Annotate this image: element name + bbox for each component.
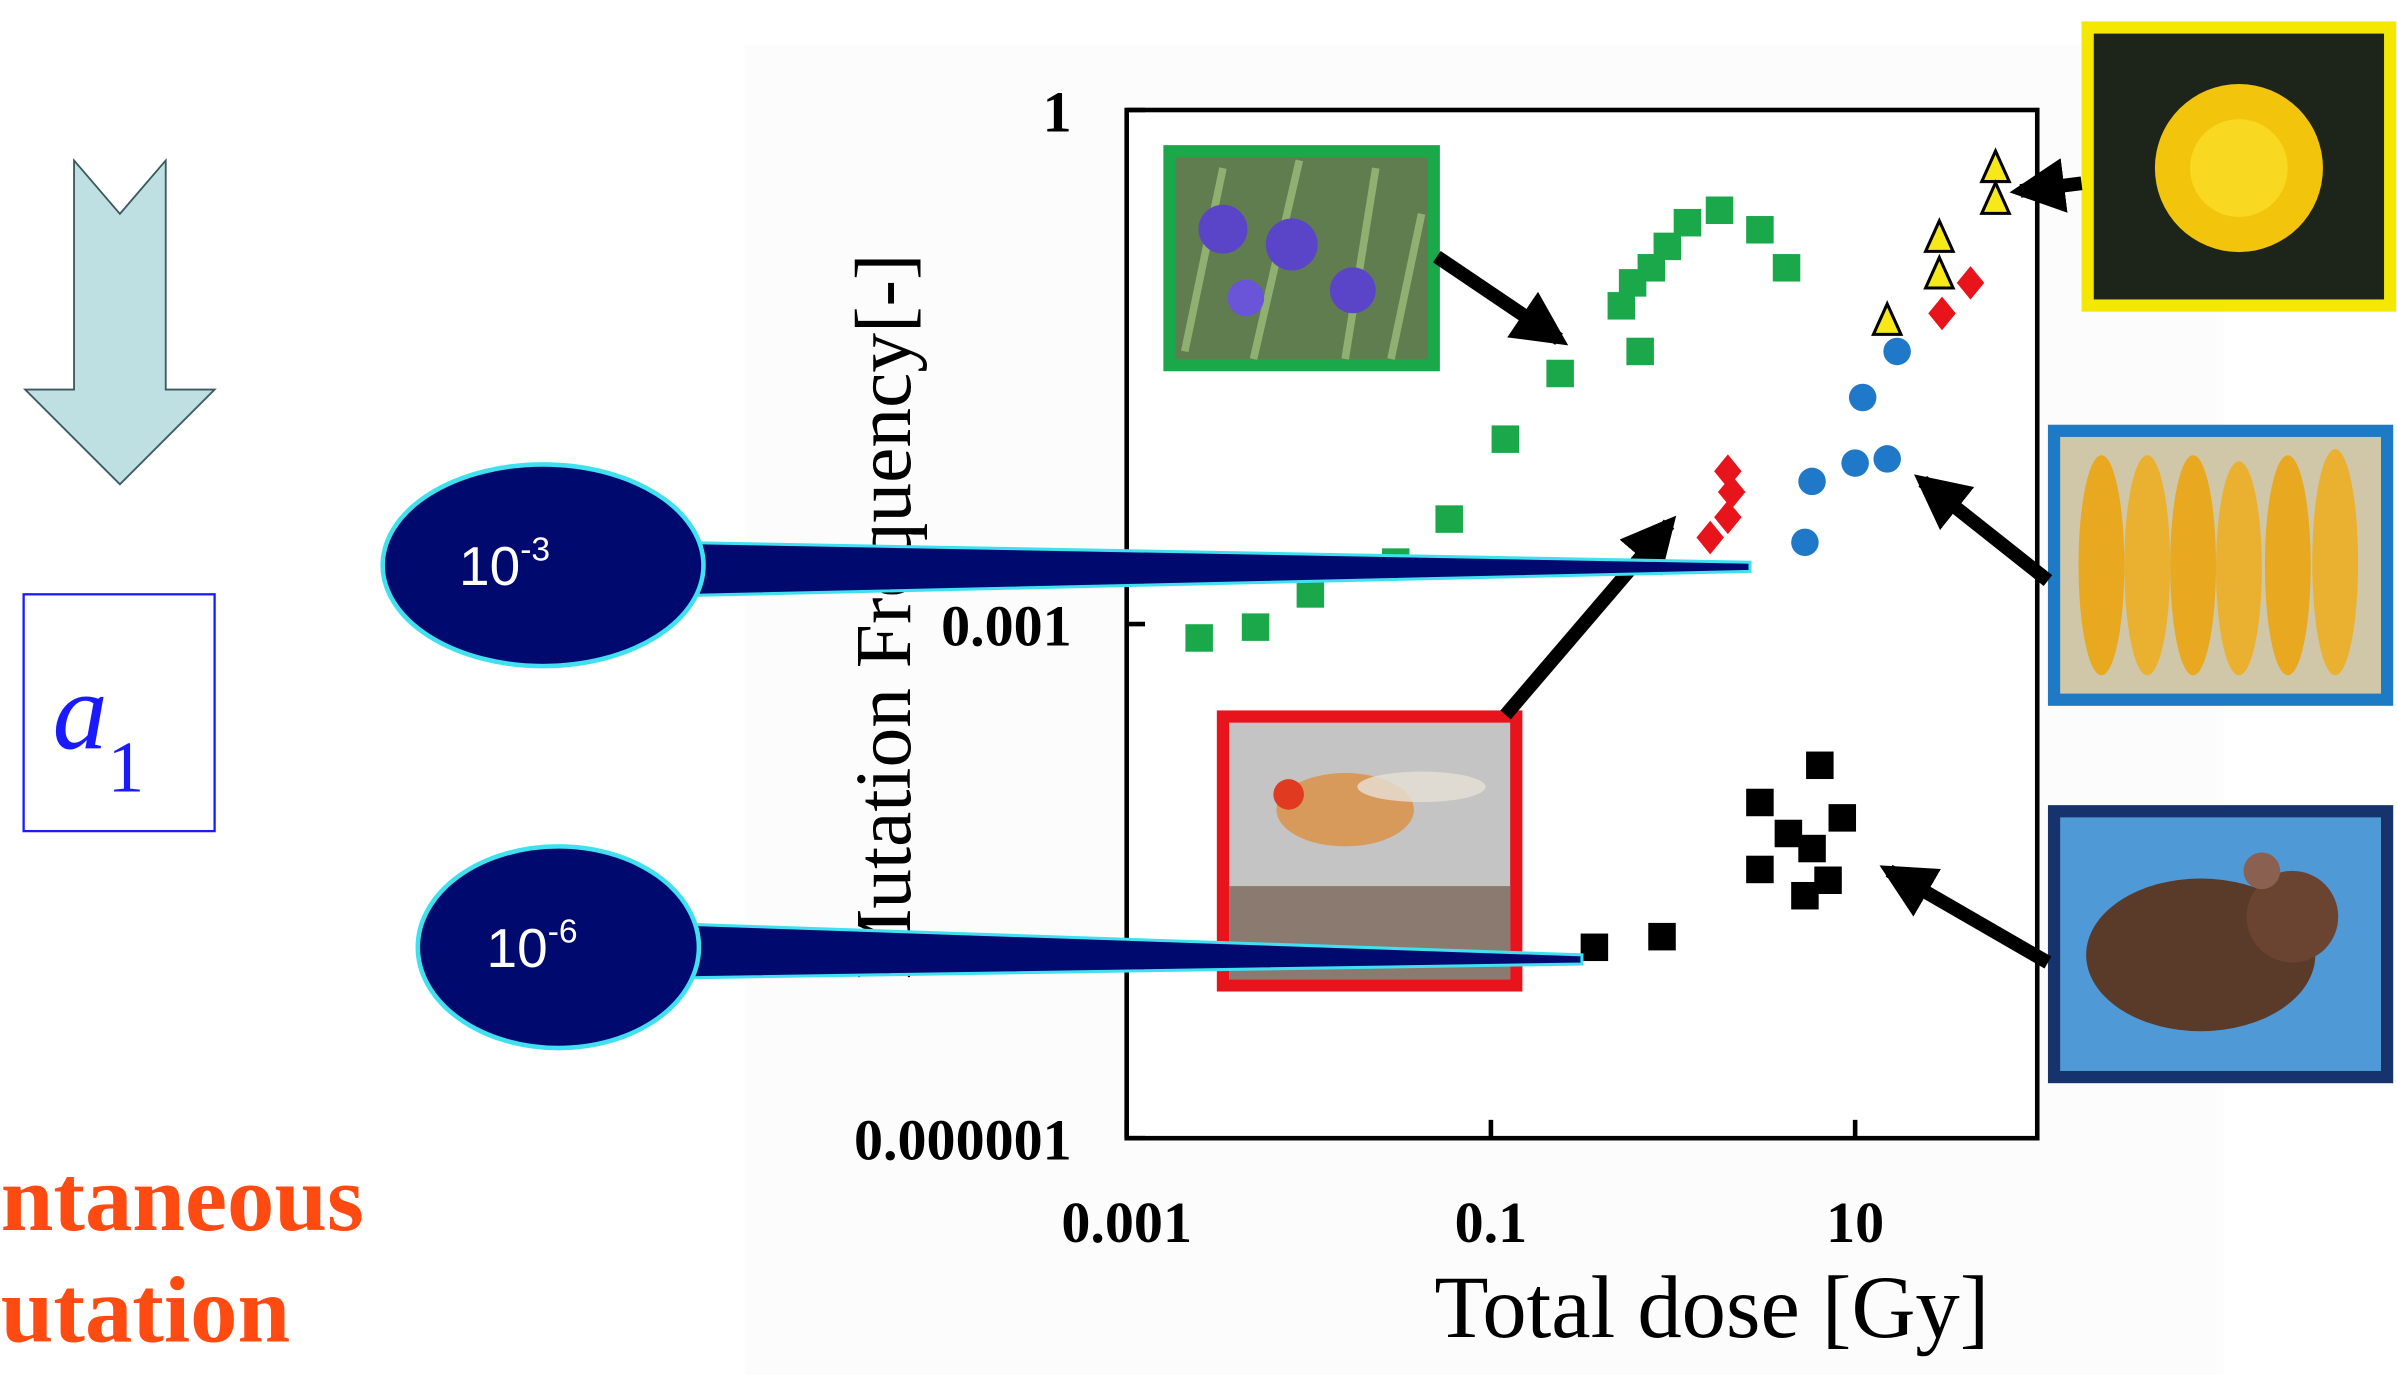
point — [1841, 449, 1869, 477]
photo-mouse — [2054, 811, 2387, 1077]
point — [1648, 923, 1676, 951]
x-axis-label: Total dose [Gy] — [1434, 1259, 1989, 1357]
point — [1791, 529, 1819, 557]
point — [1746, 216, 1774, 244]
callout-exponent: -3 — [520, 532, 550, 569]
point — [1773, 254, 1801, 282]
point — [1297, 580, 1325, 608]
point — [1798, 468, 1826, 496]
y-tick-label: 1 — [1043, 79, 1072, 144]
caption-line: ntaneous — [1, 1147, 364, 1251]
page: Mutation frequency vs total dose html, b… — [0, 0, 2397, 1375]
point — [1581, 934, 1609, 962]
photo-flower — [2088, 28, 2391, 306]
point — [1654, 233, 1682, 261]
caption-line: utation — [1, 1258, 290, 1362]
y-tick-label: 0.000001 — [854, 1108, 1072, 1173]
y-tick-label: 0.001 — [941, 593, 1072, 658]
point — [1849, 384, 1877, 412]
point — [1242, 613, 1270, 641]
x-tick-label: 10 — [1826, 1190, 1884, 1255]
down-arrow — [25, 160, 214, 484]
point — [1829, 804, 1857, 832]
point — [1185, 624, 1213, 652]
point — [1492, 425, 1520, 453]
point — [1798, 835, 1826, 863]
callout-exponent: -6 — [548, 914, 578, 951]
point — [1626, 338, 1654, 366]
point — [1883, 338, 1911, 366]
slide: a1 ntaneous utation 0.0010.1100.0000010.… — [0, 0, 2397, 1375]
point — [1791, 882, 1819, 910]
symbol-subscript: 1 — [108, 726, 145, 807]
x-tick-label: 0.1 — [1455, 1190, 1528, 1255]
callout-base: 10 — [459, 535, 520, 597]
photo-spiderwort — [1169, 151, 1433, 365]
point — [1546, 360, 1574, 388]
callout-base: 10 — [487, 917, 548, 979]
point — [1806, 752, 1834, 780]
point — [1873, 445, 1901, 473]
point — [1775, 820, 1803, 848]
page-body: { "symbol": {"base": "a", "subscript": "… — [0, 0, 2397, 1375]
point — [1435, 505, 1463, 533]
point — [1746, 789, 1774, 817]
photo-corn — [2054, 431, 2387, 700]
point — [1674, 209, 1702, 237]
point — [1706, 197, 1734, 225]
y-axis-label: Mutation Frequency[-] — [840, 254, 928, 980]
symbol-base: a — [53, 651, 108, 773]
point — [1746, 856, 1774, 884]
x-tick-label: 0.001 — [1061, 1190, 1192, 1255]
